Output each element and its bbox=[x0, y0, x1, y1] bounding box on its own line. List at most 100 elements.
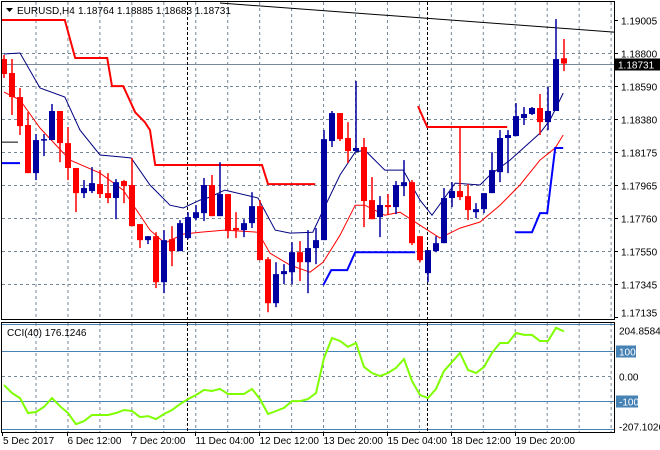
price-grid bbox=[2, 2, 614, 319]
cci-tick-label: 0.00 bbox=[619, 373, 639, 384]
bear-candle-body bbox=[137, 224, 143, 241]
bear-candle-body bbox=[465, 196, 471, 211]
bull-candle-body bbox=[217, 194, 223, 217]
indicator-lines bbox=[2, 2, 614, 286]
bear-candle-body bbox=[409, 182, 415, 244]
bear-candle-body bbox=[1, 59, 7, 74]
bull-candle-body bbox=[89, 183, 95, 192]
bull-candle-body bbox=[281, 271, 287, 275]
bear-candle-body bbox=[457, 191, 463, 198]
bull-candle-body bbox=[241, 223, 247, 231]
bull-candle-body bbox=[401, 182, 407, 187]
time-tick-label: 6 Dec 12:00 bbox=[68, 436, 122, 447]
price-tick-label: 1.18800 bbox=[621, 50, 658, 61]
bull-candle-body bbox=[529, 107, 535, 115]
cci-tick-label: 204.8584 bbox=[619, 327, 660, 338]
bear-candle-body bbox=[153, 236, 159, 283]
bull-candle-body bbox=[425, 250, 431, 274]
price-tick-label: 1.19005 bbox=[621, 17, 658, 28]
bull-candle-body bbox=[249, 206, 255, 224]
bull-candle-body bbox=[185, 217, 191, 239]
ma-fast-line bbox=[3, 52, 564, 234]
bull-candle-body bbox=[473, 209, 479, 213]
cci-frame bbox=[1, 322, 615, 433]
main-frame bbox=[1, 1, 615, 320]
bear-candle-body bbox=[121, 181, 127, 187]
bull-candle-body bbox=[321, 139, 327, 241]
cci-tick-label: 100 bbox=[619, 348, 636, 359]
ma-slow-line bbox=[3, 91, 564, 273]
price-axis[interactable]: 1.19005 1.18800 1.18590 1.18380 1.18175 1.179… bbox=[614, 17, 660, 320]
cci-level-badge bbox=[616, 345, 636, 358]
cci-line bbox=[3, 326, 565, 426]
bear-candle-body bbox=[57, 111, 63, 144]
price-tick-label: 1.18380 bbox=[621, 116, 658, 127]
bear-candle-body bbox=[105, 193, 111, 199]
time-tick-label: 5 Dec 2017 bbox=[3, 436, 55, 447]
bull-candle-body bbox=[497, 138, 503, 173]
price-tick-label: 1.18175 bbox=[621, 149, 658, 160]
price-tick-label: 1.17345 bbox=[621, 281, 658, 292]
bear-candle-body bbox=[169, 239, 175, 252]
current-price-label: 1.18731 bbox=[618, 61, 655, 72]
bear-candle-body bbox=[65, 143, 71, 169]
bull-candle-body bbox=[489, 170, 495, 194]
bull-candle-body bbox=[193, 212, 199, 219]
chart-frames bbox=[1, 1, 615, 433]
bear-candle-body bbox=[337, 113, 343, 140]
bull-candle-body bbox=[113, 182, 119, 199]
trendline-line bbox=[219, 2, 614, 33]
time-tick-label: 19 Dec 20:00 bbox=[516, 436, 576, 447]
price-tick-label: 1.17550 bbox=[621, 248, 658, 259]
bull-candle-body bbox=[145, 236, 151, 241]
bear-candle-body bbox=[369, 200, 375, 220]
bull-candle-body bbox=[505, 134, 511, 139]
bull-candle-body bbox=[441, 198, 447, 244]
bear-candle-body bbox=[385, 205, 391, 208]
bear-candle-body bbox=[561, 58, 567, 64]
price-tick-label: 1.18590 bbox=[621, 83, 658, 94]
time-tick-label: 12 Dec 12:00 bbox=[260, 436, 320, 447]
chart-header: EURUSD,H4 1.18764 1.18885 1.18683 1.1873… bbox=[6, 6, 231, 339]
symbol-label: EURUSD,H4 bbox=[17, 6, 75, 17]
bull-candle-body bbox=[161, 240, 167, 283]
bull-candle-body bbox=[545, 111, 551, 123]
bull-candle-body bbox=[81, 188, 87, 194]
ohlc-label: 1.18764 1.18885 1.18683 1.18731 bbox=[78, 6, 231, 17]
period-separators bbox=[187, 2, 428, 432]
bear-candle-body bbox=[225, 194, 231, 232]
triangle-down-icon[interactable] bbox=[6, 8, 13, 12]
current-price-badge bbox=[615, 58, 660, 71]
time-axis[interactable]: 5 Dec 2017 6 Dec 12:00 7 Dec 20:00 11 Dec 0… bbox=[2, 432, 576, 447]
cci-axis[interactable]: 204.8584 100 0.00 -100 -207.1026 bbox=[616, 327, 660, 434]
cci-tick-label: -207.1026 bbox=[619, 423, 660, 434]
bull-candle-body bbox=[329, 113, 335, 142]
time-tick-label: 7 Dec 20:00 bbox=[132, 436, 186, 447]
bull-candle-body bbox=[201, 185, 207, 214]
bear-candle-body bbox=[233, 228, 239, 231]
bull-candle-body bbox=[481, 193, 487, 210]
bull-candle-body bbox=[353, 148, 359, 152]
bull-candle-body bbox=[305, 248, 311, 263]
bear-candle-body bbox=[537, 107, 543, 123]
bull-candle-body bbox=[313, 240, 319, 249]
price-tick-label: 1.17965 bbox=[621, 182, 658, 193]
time-tick-label: 18 Dec 12:00 bbox=[452, 436, 512, 447]
bear-candle-body bbox=[417, 236, 423, 261]
bull-candle-body bbox=[377, 205, 383, 218]
bear-candle-body bbox=[257, 206, 263, 261]
bull-candle-body bbox=[289, 252, 295, 273]
candlesticks bbox=[1, 19, 567, 313]
cci-level-badge bbox=[616, 395, 638, 408]
stop-blue-3-line bbox=[515, 147, 564, 234]
bull-candle-body bbox=[433, 243, 439, 252]
bear-candle-body bbox=[345, 138, 351, 152]
bull-candle-body bbox=[521, 114, 527, 118]
bear-candle-body bbox=[297, 252, 303, 263]
price-tick-label: 1.17135 bbox=[621, 309, 658, 320]
time-tick-label: 11 Dec 04:00 bbox=[196, 436, 255, 447]
bear-candle-body bbox=[73, 168, 79, 194]
stop-red-1-line bbox=[2, 19, 316, 186]
stop-blue-2-line bbox=[322, 251, 416, 286]
